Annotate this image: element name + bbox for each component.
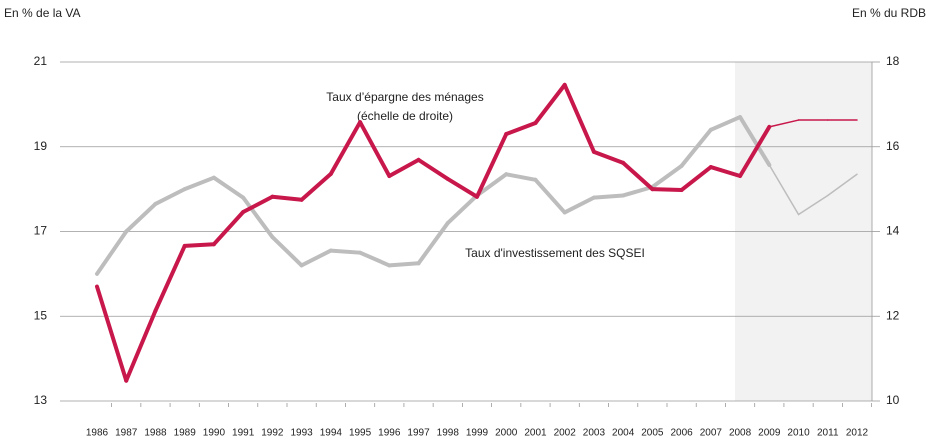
y2-tick-label: 12 <box>886 308 900 322</box>
x-tick-label: 1992 <box>261 428 284 439</box>
line-segment <box>827 173 858 197</box>
x-tick-label: 2003 <box>583 428 606 439</box>
y2-axis-label: En % du RDB <box>852 6 926 20</box>
line-segment <box>299 248 333 268</box>
line-segment <box>358 250 392 268</box>
x-tick-label: 1998 <box>437 428 460 439</box>
y-tick-label: 21 <box>34 54 48 68</box>
x-tick-label: 2010 <box>787 428 810 439</box>
line-segment <box>708 165 743 178</box>
line-segment <box>562 82 596 154</box>
line-segment <box>241 194 275 215</box>
y-tick-label: 15 <box>34 308 48 322</box>
line-segment <box>504 172 538 182</box>
y-tick-label: 17 <box>34 224 48 238</box>
x-tick-label: 1990 <box>203 428 226 439</box>
x-tick-label: 1996 <box>378 428 401 439</box>
line-segment <box>475 132 509 199</box>
line-segment <box>387 261 421 268</box>
line-segment <box>182 175 216 192</box>
x-tick-label: 2005 <box>641 428 664 439</box>
line-segment <box>738 124 772 178</box>
x-tick-label: 1997 <box>407 428 430 439</box>
x-tick-label: 2008 <box>729 428 752 439</box>
y2-tick-label: 18 <box>886 54 900 68</box>
line-segment <box>211 175 246 200</box>
x-tick-label: 1989 <box>174 428 197 439</box>
line-segment <box>533 82 567 126</box>
line-segment <box>387 157 421 178</box>
x-tick-label: 1995 <box>349 428 372 439</box>
x-tick-label: 2004 <box>612 428 635 439</box>
line-segment <box>562 195 596 215</box>
line-segment <box>591 149 626 165</box>
line-segment <box>797 194 829 216</box>
x-tick-label: 1993 <box>290 428 313 439</box>
line-segment <box>591 193 626 200</box>
line-segment <box>445 176 479 199</box>
x-tick-label: 2012 <box>846 428 869 439</box>
line-segment <box>621 185 655 198</box>
line-segment <box>182 242 216 248</box>
x-tick-label: 1986 <box>86 428 109 439</box>
line-segment <box>270 194 304 202</box>
line-segment <box>328 248 363 255</box>
line-segment <box>679 165 713 192</box>
line-segment <box>621 160 655 192</box>
x-tick-label: 2006 <box>670 428 693 439</box>
y-tick-label: 13 <box>34 393 48 407</box>
y-axis-label: En % de la VA <box>4 6 81 20</box>
line-segment <box>95 229 129 276</box>
x-tick-label: 1999 <box>466 428 489 439</box>
line-segment <box>124 308 158 383</box>
line-segment <box>416 157 450 181</box>
x-tick-label: 2001 <box>524 428 547 439</box>
x-tick-label: 1994 <box>320 428 343 439</box>
line-segment <box>738 115 772 167</box>
x-tick-label: 1988 <box>144 428 167 439</box>
annotation: Taux d’épargne des ménages <box>326 90 483 104</box>
y2-tick-label: 14 <box>886 224 900 238</box>
line-segment <box>533 177 567 215</box>
line-segment <box>768 164 800 216</box>
x-tick-label: 2011 <box>817 428 839 439</box>
line-segment <box>708 115 743 132</box>
x-tick-label: 2002 <box>554 428 577 439</box>
line-segment <box>475 172 509 198</box>
line-segment <box>328 120 363 176</box>
line-segment <box>241 195 275 240</box>
line-segment <box>299 171 333 202</box>
x-tick-label: 2009 <box>758 428 781 439</box>
line-segment <box>270 235 304 268</box>
line-segment <box>211 210 246 247</box>
x-tick-label: 2007 <box>700 428 723 439</box>
x-tick-label: 1991 <box>232 428 255 439</box>
line-segment <box>768 119 800 128</box>
line-segment <box>445 193 479 226</box>
line-segment <box>153 187 187 206</box>
line-segment <box>679 127 713 168</box>
y2-tick-label: 16 <box>886 139 900 153</box>
line-segment <box>650 187 684 192</box>
line-segment <box>504 121 538 137</box>
y2-tick-label: 10 <box>886 393 900 407</box>
line-segment <box>650 163 684 190</box>
x-tick-label: 1987 <box>115 428 138 439</box>
annotation: Taux d'investissement des SQSEI <box>465 246 645 260</box>
line-segment <box>358 120 392 178</box>
line-segment <box>416 221 450 266</box>
y-tick-label: 19 <box>34 139 48 153</box>
annotation: (échelle de droite) <box>357 109 453 123</box>
line-segment <box>153 243 187 313</box>
line-segment <box>124 201 158 234</box>
line-segment <box>95 284 129 383</box>
x-tick-label: 2000 <box>495 428 518 439</box>
